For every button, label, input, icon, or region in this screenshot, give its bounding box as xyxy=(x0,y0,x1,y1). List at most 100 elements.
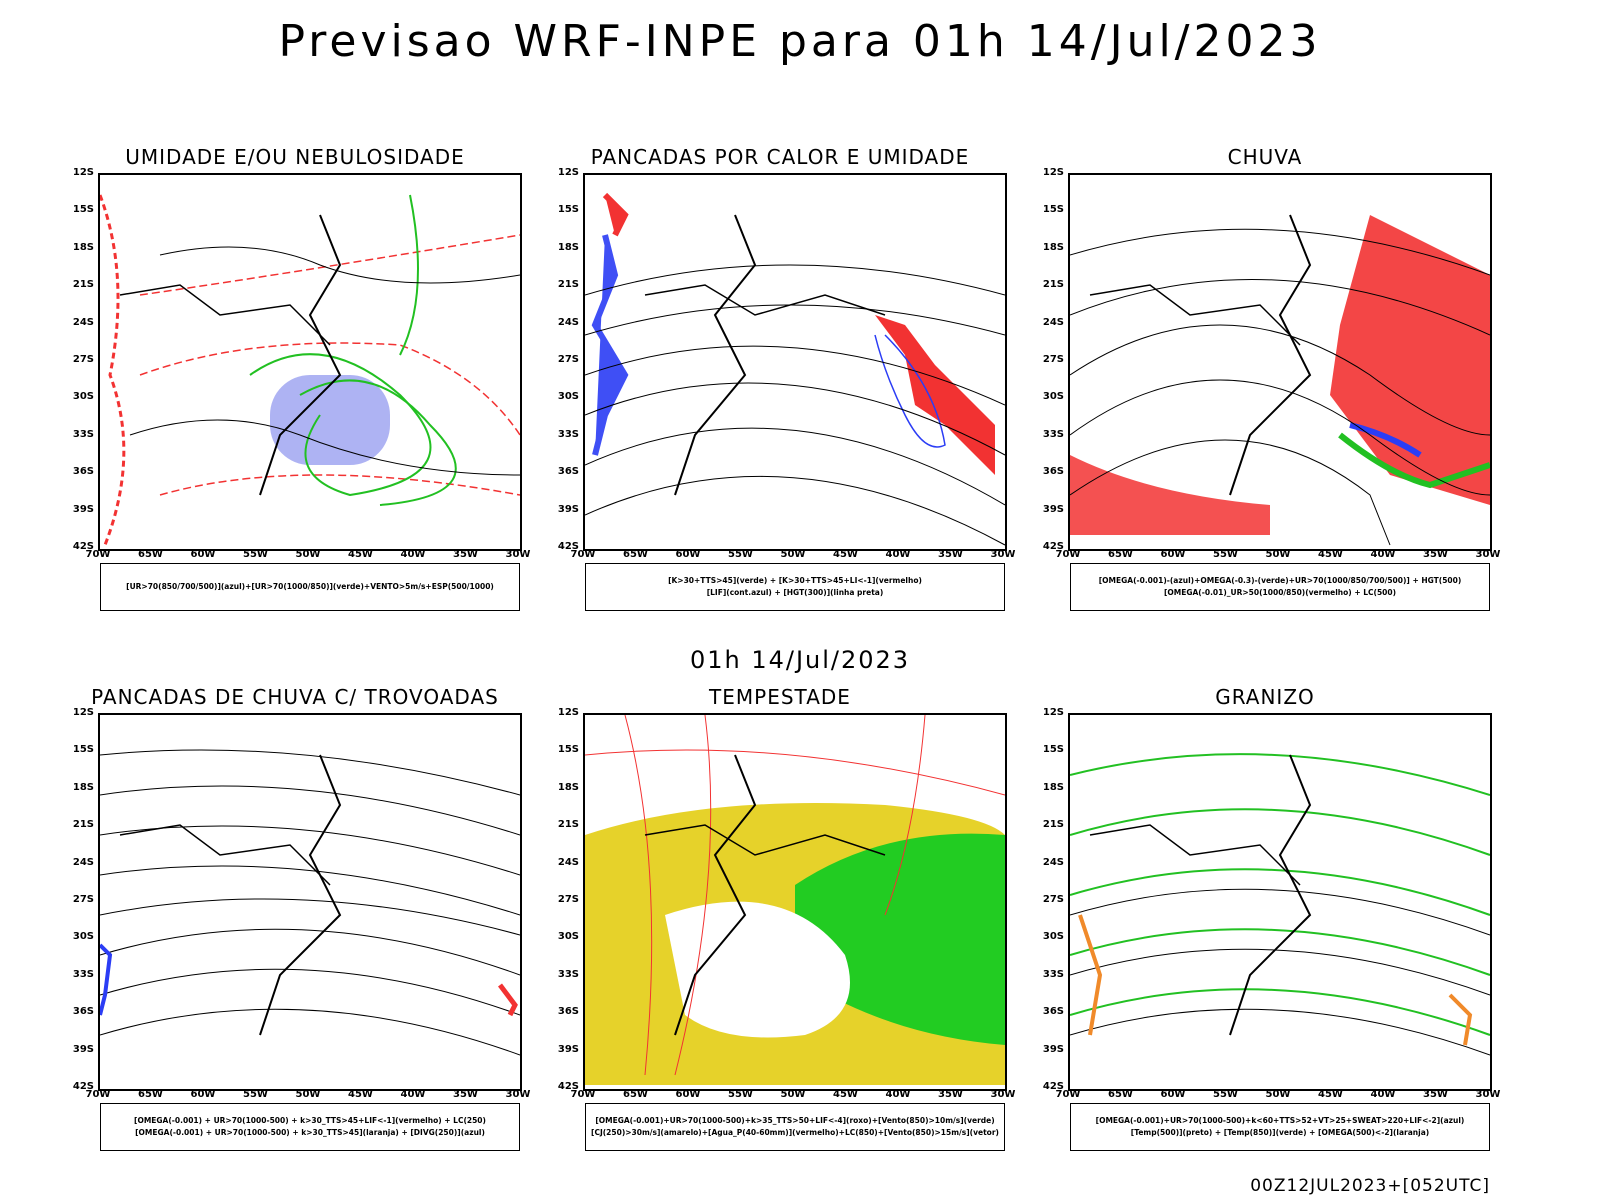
legend-chuva: [OMEGA(-0.001)-(azul)+OMEGA(-0.3)-(verde… xyxy=(1070,563,1490,611)
lon-tick-label: 55W xyxy=(243,1089,268,1100)
lat-tick-label: 33S xyxy=(72,968,94,980)
lat-tick-label: 33S xyxy=(1042,968,1064,980)
lon-tick-label: 65W xyxy=(138,549,163,560)
lat-tick-label: 24S xyxy=(557,856,579,868)
lat-tick-label: 39S xyxy=(1042,503,1064,515)
lat-tick-label: 21S xyxy=(557,279,579,291)
lon-tick-label: 60W xyxy=(1160,549,1186,560)
lat-tick-label: 33S xyxy=(557,428,579,440)
lon-tick-label: 55W xyxy=(1213,1089,1238,1100)
lat-tick-label: 18S xyxy=(1042,241,1064,253)
lon-tick-label: 40W xyxy=(400,1089,426,1100)
lat-tick-label: 39S xyxy=(72,1043,94,1055)
lat-tick-label: 15S xyxy=(557,744,579,756)
lat-tick-label: 21S xyxy=(1042,279,1064,291)
lat-tick-label: 30S xyxy=(1042,391,1064,403)
lon-tick-label: 65W xyxy=(1108,1089,1133,1100)
lon-tick-label: 50W xyxy=(295,1089,321,1100)
lon-tick-label: 50W xyxy=(1265,549,1291,560)
lat-tick-label: 27S xyxy=(557,894,579,905)
lon-tick-label: 30W xyxy=(1475,549,1501,560)
legend-granizo: [OMEGA(-0.001)+UR>70(1000-500)+k<60+TTS>… xyxy=(1070,1103,1490,1151)
lon-tick-label: 45W xyxy=(833,549,858,560)
panel-title: PANCADAS DE CHUVA C/ TROVOADAS xyxy=(91,685,499,709)
map-chuva[interactable] xyxy=(1068,173,1492,551)
lat-tick-label: 12S xyxy=(72,707,94,718)
lat-tick-label: 39S xyxy=(557,1043,579,1055)
lat-tick-label: 18S xyxy=(1042,781,1064,793)
lat-tick-label: 27S xyxy=(1042,894,1064,905)
lat-tick-label: 30S xyxy=(1042,931,1064,943)
panel-tempestade: TEMPESTADE [OMEGA(-0.001)+UR>70(1000-500… xyxy=(545,685,1015,1165)
lat-tick-label: 33S xyxy=(72,428,94,440)
lon-tick-label: 35W xyxy=(453,1089,478,1100)
lat-tick-label: 36S xyxy=(72,466,94,478)
lon-tick-label: 70W xyxy=(1055,1089,1081,1100)
lon-tick-label: 45W xyxy=(833,1089,858,1100)
map-granizo[interactable] xyxy=(1068,713,1492,1091)
lat-tick-label: 24S xyxy=(72,316,94,328)
lon-tick-label: 45W xyxy=(348,549,373,560)
lat-tick-label: 18S xyxy=(72,241,94,253)
map-pancadas-trovoadas[interactable] xyxy=(98,713,522,1091)
lat-tick-label: 39S xyxy=(72,503,94,515)
map-umidade[interactable] xyxy=(98,173,522,551)
lon-tick-label: 30W xyxy=(505,1089,531,1100)
lat-tick-label: 42S xyxy=(72,1081,94,1092)
lon-tick-label: 65W xyxy=(138,1089,163,1100)
lat-tick-label: 36S xyxy=(1042,466,1064,478)
lat-tick-label: 33S xyxy=(557,968,579,980)
lon-tick-label: 30W xyxy=(1475,1089,1501,1100)
lon-tick-label: 55W xyxy=(1213,549,1238,560)
lat-tick-label: 21S xyxy=(72,819,94,831)
lat-tick-label: 12S xyxy=(1042,167,1064,178)
lon-tick-label: 60W xyxy=(190,549,216,560)
lat-tick-label: 27S xyxy=(557,354,579,365)
panel-title: TEMPESTADE xyxy=(709,685,851,709)
lat-tick-label: 18S xyxy=(72,781,94,793)
lon-tick-label: 60W xyxy=(675,1089,701,1100)
lon-tick-label: 70W xyxy=(1055,549,1081,560)
lon-tick-label: 40W xyxy=(1370,1089,1396,1100)
lat-tick-label: 24S xyxy=(1042,316,1064,328)
lat-tick-label: 12S xyxy=(557,707,579,718)
lat-tick-label: 33S xyxy=(1042,428,1064,440)
lat-tick-label: 30S xyxy=(72,391,94,403)
lon-tick-label: 60W xyxy=(190,1089,216,1100)
lon-tick-label: 60W xyxy=(1160,1089,1186,1100)
lat-tick-label: 36S xyxy=(1042,1006,1064,1018)
lat-tick-label: 15S xyxy=(72,204,94,216)
lon-tick-label: 40W xyxy=(885,549,911,560)
map-tempestade[interactable] xyxy=(583,713,1007,1091)
lon-tick-label: 40W xyxy=(1370,549,1396,560)
lon-tick-label: 35W xyxy=(453,549,478,560)
lat-tick-label: 27S xyxy=(1042,354,1064,365)
lat-tick-label: 27S xyxy=(72,894,94,905)
lat-tick-label: 24S xyxy=(72,856,94,868)
lat-tick-label: 21S xyxy=(1042,819,1064,831)
lon-tick-label: 60W xyxy=(675,549,701,560)
panel-pancadas-trovoadas: PANCADAS DE CHUVA C/ TROVOADAS [OMEGA(-0… xyxy=(60,685,530,1165)
lat-tick-label: 21S xyxy=(72,279,94,291)
lon-tick-label: 65W xyxy=(1108,549,1133,560)
lat-tick-label: 15S xyxy=(72,744,94,756)
panel-umidade: UMIDADE E/OU NEBULOSIDADE [UR>70(850/700… xyxy=(60,145,530,625)
map-pancadas-calor[interactable] xyxy=(583,173,1007,551)
panel-title: PANCADAS POR CALOR E UMIDADE xyxy=(590,145,970,169)
lon-tick-label: 50W xyxy=(1265,1089,1291,1100)
lat-tick-label: 36S xyxy=(557,466,579,478)
forecast-date: 01h 14/Jul/2023 xyxy=(689,646,911,674)
lat-tick-label: 36S xyxy=(557,1006,579,1018)
lon-tick-label: 45W xyxy=(1318,1089,1343,1100)
lon-tick-label: 35W xyxy=(1423,1089,1448,1100)
lat-tick-label: 24S xyxy=(557,316,579,328)
lat-tick-label: 30S xyxy=(557,391,579,403)
lat-tick-label: 15S xyxy=(1042,204,1064,216)
lat-tick-label: 12S xyxy=(557,167,579,178)
lat-tick-label: 24S xyxy=(1042,856,1064,868)
lon-tick-label: 30W xyxy=(505,549,531,560)
lon-tick-label: 50W xyxy=(780,549,806,560)
lat-tick-label: 15S xyxy=(557,204,579,216)
lon-tick-label: 35W xyxy=(1423,549,1448,560)
lon-tick-label: 70W xyxy=(570,1089,596,1100)
